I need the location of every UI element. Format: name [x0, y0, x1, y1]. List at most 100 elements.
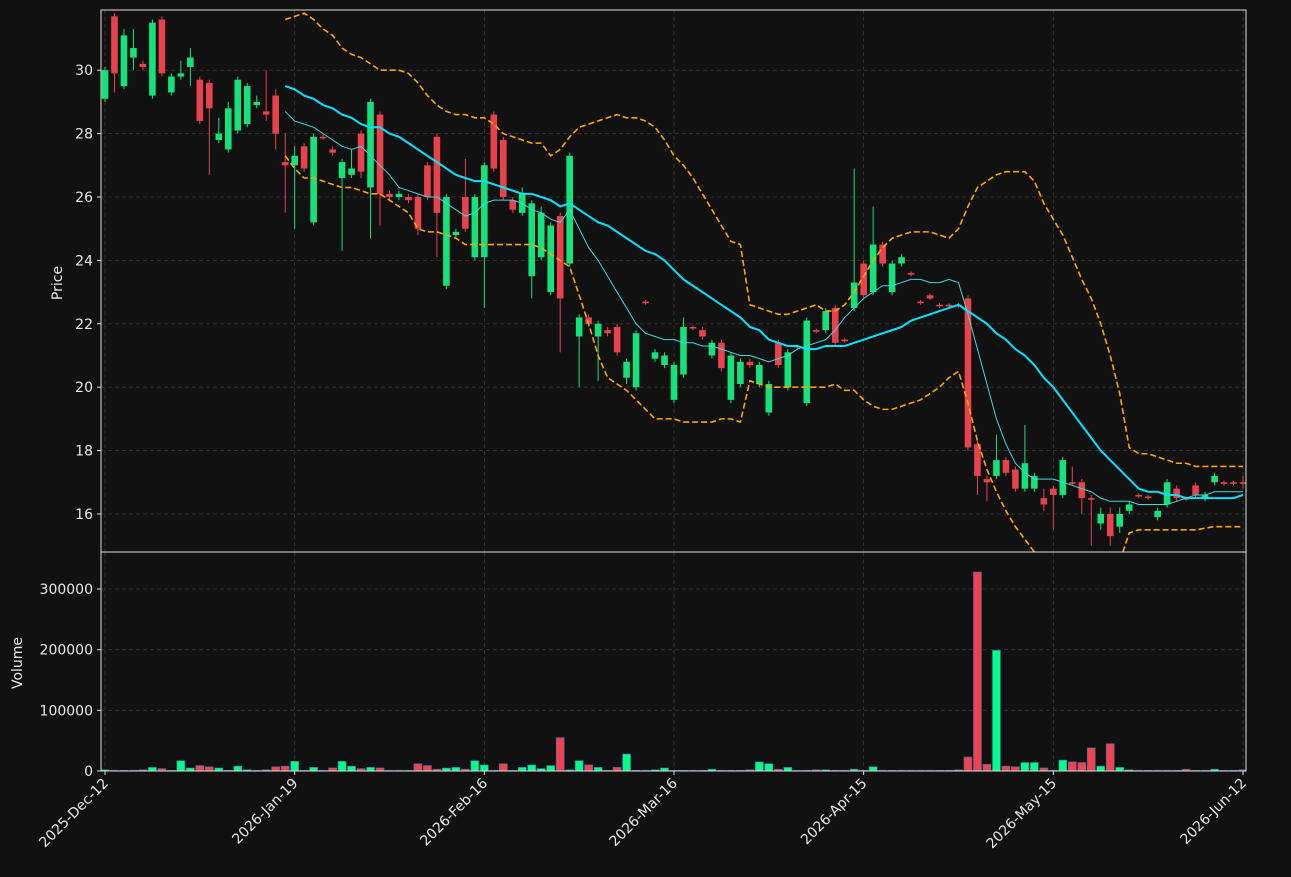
- y-tick-label: 30: [75, 63, 93, 79]
- candle-body: [1097, 513, 1105, 524]
- candle-body: [642, 301, 649, 304]
- candle-body: [765, 384, 773, 413]
- candle-body: [357, 133, 365, 172]
- candle-body: [651, 352, 659, 359]
- candle-body: [993, 460, 1000, 476]
- volume-bar: [290, 760, 299, 771]
- candle-body: [196, 79, 204, 121]
- candle-body: [869, 244, 877, 293]
- y-axis-label: Volume: [10, 637, 26, 689]
- candle-body: [405, 197, 412, 201]
- volume-bar: [555, 737, 565, 771]
- candle-body: [528, 203, 536, 277]
- candle-body: [481, 165, 488, 258]
- volume-bar: [536, 768, 546, 771]
- candle-body: [822, 311, 830, 331]
- candle-body: [1078, 482, 1086, 499]
- candle-body: [243, 86, 251, 125]
- volume-bar: [423, 765, 432, 771]
- candle-body: [594, 323, 602, 337]
- volume-bar: [498, 763, 508, 771]
- volume-bar: [1096, 765, 1106, 771]
- volume-bar: [1086, 747, 1096, 771]
- candle-body: [945, 304, 953, 307]
- y-tick-label: 16: [75, 507, 93, 523]
- y-axis-label: Price: [50, 266, 66, 300]
- candle-body: [907, 273, 915, 275]
- y-tick-label: 26: [75, 190, 93, 206]
- candle-body: [414, 197, 422, 229]
- candle-body: [661, 355, 668, 365]
- candle-body: [234, 79, 242, 131]
- candle-body: [319, 136, 327, 139]
- y-tick-label: 24: [75, 253, 93, 269]
- volume-bar: [451, 767, 461, 771]
- y-tick-label: 0: [84, 764, 93, 780]
- candle-body: [490, 114, 498, 169]
- candle-body: [149, 22, 156, 96]
- volume-bar: [584, 764, 593, 771]
- candle-body: [395, 193, 403, 198]
- volume-bar: [470, 760, 480, 771]
- line-series: [284, 111, 1243, 505]
- volume-bar: [1115, 767, 1125, 771]
- volume-bar: [337, 760, 347, 771]
- candle-body: [850, 282, 858, 308]
- candle-body: [367, 101, 374, 188]
- candle-body: [718, 342, 725, 369]
- y-tick-label: 22: [75, 317, 93, 333]
- candle-body: [1012, 469, 1019, 489]
- candle-body: [1239, 482, 1246, 484]
- y-tick-label: 300000: [40, 582, 93, 598]
- volume-bar: [233, 765, 243, 771]
- candle-body: [737, 361, 744, 385]
- candle-body: [585, 317, 592, 324]
- candle-body: [547, 225, 555, 293]
- candle-body: [1220, 482, 1228, 484]
- candle-body: [101, 70, 109, 99]
- candle-body: [120, 35, 128, 87]
- candle-body: [443, 197, 450, 286]
- volume-bar: [148, 767, 157, 771]
- candle-body: [386, 193, 393, 198]
- candle-body: [860, 263, 867, 296]
- volume-bar: [527, 764, 537, 771]
- candle-body: [964, 298, 972, 448]
- volume-bar: [755, 761, 764, 771]
- candle-body: [462, 197, 469, 229]
- candle-body: [424, 165, 431, 198]
- candle-body: [1050, 488, 1057, 495]
- volume-bar: [356, 768, 366, 771]
- candle-body: [471, 197, 479, 258]
- candle-body: [888, 263, 896, 293]
- volume-bar: [1105, 743, 1115, 771]
- candle-body: [936, 304, 943, 307]
- volume-bar: [309, 767, 318, 771]
- candle-body: [756, 364, 763, 385]
- candle-body: [206, 82, 213, 109]
- candle-body: [253, 101, 261, 106]
- candle-body: [1144, 496, 1152, 499]
- candle-body: [831, 307, 839, 343]
- volume-bar: [176, 760, 186, 771]
- candle-body: [348, 168, 355, 175]
- y-tick-label: 200000: [40, 643, 93, 659]
- candle-body: [1040, 498, 1048, 505]
- candle-body: [926, 295, 934, 299]
- candle-body: [1116, 513, 1124, 527]
- candle-body: [879, 244, 886, 264]
- volume-bar: [280, 765, 290, 771]
- candle-body: [1125, 504, 1133, 511]
- candle-body: [689, 326, 697, 329]
- candle-body: [746, 361, 754, 365]
- candle-body: [537, 212, 545, 258]
- candle-body: [452, 231, 460, 236]
- candle-body: [187, 57, 194, 68]
- line-series: [284, 12, 1243, 468]
- y-tick-label: 100000: [40, 703, 93, 719]
- candle-body: [803, 320, 811, 404]
- candle-body: [111, 16, 118, 74]
- volume-bar: [764, 763, 774, 771]
- candle-body: [983, 479, 991, 483]
